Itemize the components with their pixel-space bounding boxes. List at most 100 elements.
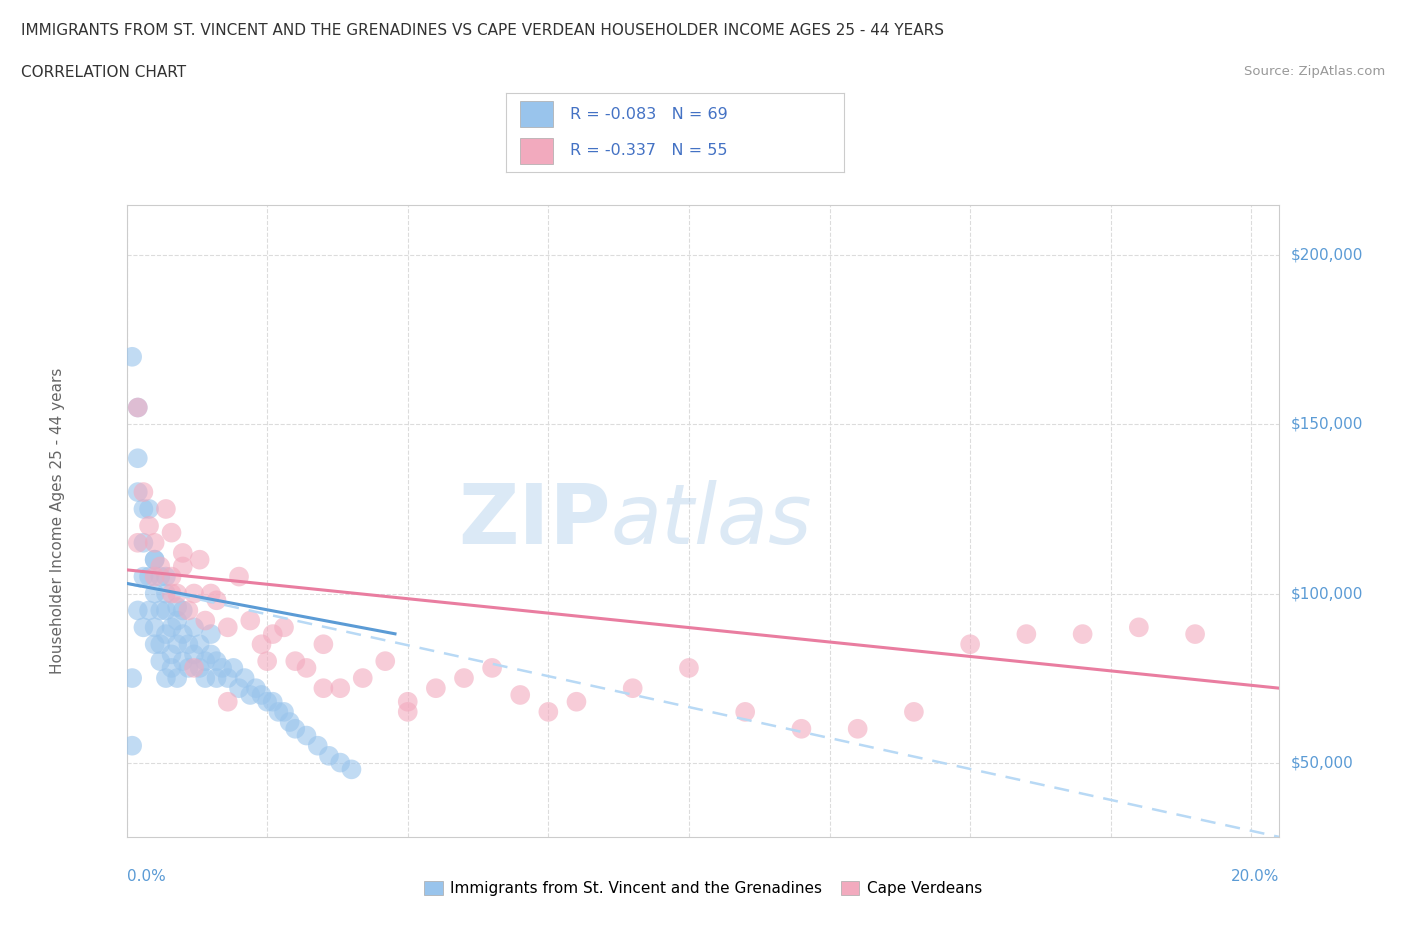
Point <box>267 704 290 719</box>
Point <box>149 637 172 652</box>
Point <box>138 501 160 516</box>
Point <box>312 637 335 652</box>
Point <box>188 637 211 652</box>
Point <box>155 671 177 685</box>
Text: $50,000: $50,000 <box>1291 755 1354 770</box>
Point <box>211 660 233 675</box>
Point <box>278 714 301 729</box>
Point <box>143 569 166 584</box>
Point <box>143 637 166 652</box>
Point <box>678 660 700 675</box>
Point <box>166 613 188 628</box>
Point <box>233 671 256 685</box>
Point <box>127 536 149 551</box>
Point <box>537 704 560 719</box>
Point <box>903 704 925 719</box>
Point <box>509 687 531 702</box>
Point <box>127 451 149 466</box>
Point <box>138 603 160 618</box>
Point <box>143 552 166 567</box>
Text: $100,000: $100,000 <box>1291 586 1362 601</box>
Point <box>273 620 295 635</box>
Point <box>194 613 217 628</box>
Point <box>188 660 211 675</box>
Point <box>425 681 447 696</box>
Point <box>217 671 239 685</box>
Point <box>183 620 205 635</box>
Point <box>1015 627 1038 642</box>
Point <box>155 627 177 642</box>
Point <box>340 762 363 777</box>
Point <box>352 671 374 685</box>
Point <box>149 559 172 574</box>
Point <box>143 620 166 635</box>
Point <box>205 671 228 685</box>
Point <box>121 738 143 753</box>
Text: ZIP: ZIP <box>458 480 610 562</box>
Point <box>295 660 318 675</box>
Point <box>149 569 172 584</box>
Point <box>166 671 188 685</box>
Point <box>155 586 177 601</box>
Point <box>155 603 177 618</box>
Point <box>177 603 200 618</box>
Point <box>127 485 149 499</box>
Point <box>1184 627 1206 642</box>
Point <box>329 755 352 770</box>
Point <box>172 559 194 574</box>
Point <box>239 687 262 702</box>
FancyBboxPatch shape <box>520 138 554 165</box>
Point <box>1128 620 1150 635</box>
Point <box>149 654 172 669</box>
Point <box>396 695 419 710</box>
Point <box>245 681 267 696</box>
Point <box>172 627 194 642</box>
Point <box>256 695 278 710</box>
Point <box>183 647 205 662</box>
Point <box>621 681 644 696</box>
Point <box>200 627 222 642</box>
Point <box>188 552 211 567</box>
Text: IMMIGRANTS FROM ST. VINCENT AND THE GRENADINES VS CAPE VERDEAN HOUSEHOLDER INCOM: IMMIGRANTS FROM ST. VINCENT AND THE GREN… <box>21 23 943 38</box>
Point <box>166 600 188 615</box>
Point <box>205 654 228 669</box>
Point <box>132 620 155 635</box>
Point <box>121 671 143 685</box>
Point <box>239 613 262 628</box>
Point <box>250 637 273 652</box>
Point <box>127 603 149 618</box>
Point <box>217 620 239 635</box>
Point <box>312 681 335 696</box>
Point <box>160 660 183 675</box>
Point <box>228 681 250 696</box>
Point <box>132 485 155 499</box>
Text: $150,000: $150,000 <box>1291 417 1362 432</box>
Legend: Immigrants from St. Vincent and the Grenadines, Cape Verdeans: Immigrants from St. Vincent and the Gren… <box>418 875 988 902</box>
Point <box>228 569 250 584</box>
Point <box>846 722 869 737</box>
Point <box>172 546 194 561</box>
Point <box>453 671 475 685</box>
Point <box>565 695 588 710</box>
Point <box>262 627 284 642</box>
Text: Source: ZipAtlas.com: Source: ZipAtlas.com <box>1244 65 1385 78</box>
Point <box>329 681 352 696</box>
Point <box>166 586 188 601</box>
Point <box>200 647 222 662</box>
Point <box>160 569 183 584</box>
Text: R = -0.337   N = 55: R = -0.337 N = 55 <box>571 143 728 158</box>
Point <box>177 660 200 675</box>
Point <box>132 501 155 516</box>
Point <box>295 728 318 743</box>
Point <box>166 637 188 652</box>
Point <box>160 620 183 635</box>
Point <box>307 738 329 753</box>
Point <box>396 704 419 719</box>
Point <box>138 518 160 533</box>
Point <box>138 569 160 584</box>
Point <box>149 603 172 618</box>
Point <box>172 603 194 618</box>
Point <box>734 704 756 719</box>
Point <box>127 400 149 415</box>
Point <box>250 687 273 702</box>
